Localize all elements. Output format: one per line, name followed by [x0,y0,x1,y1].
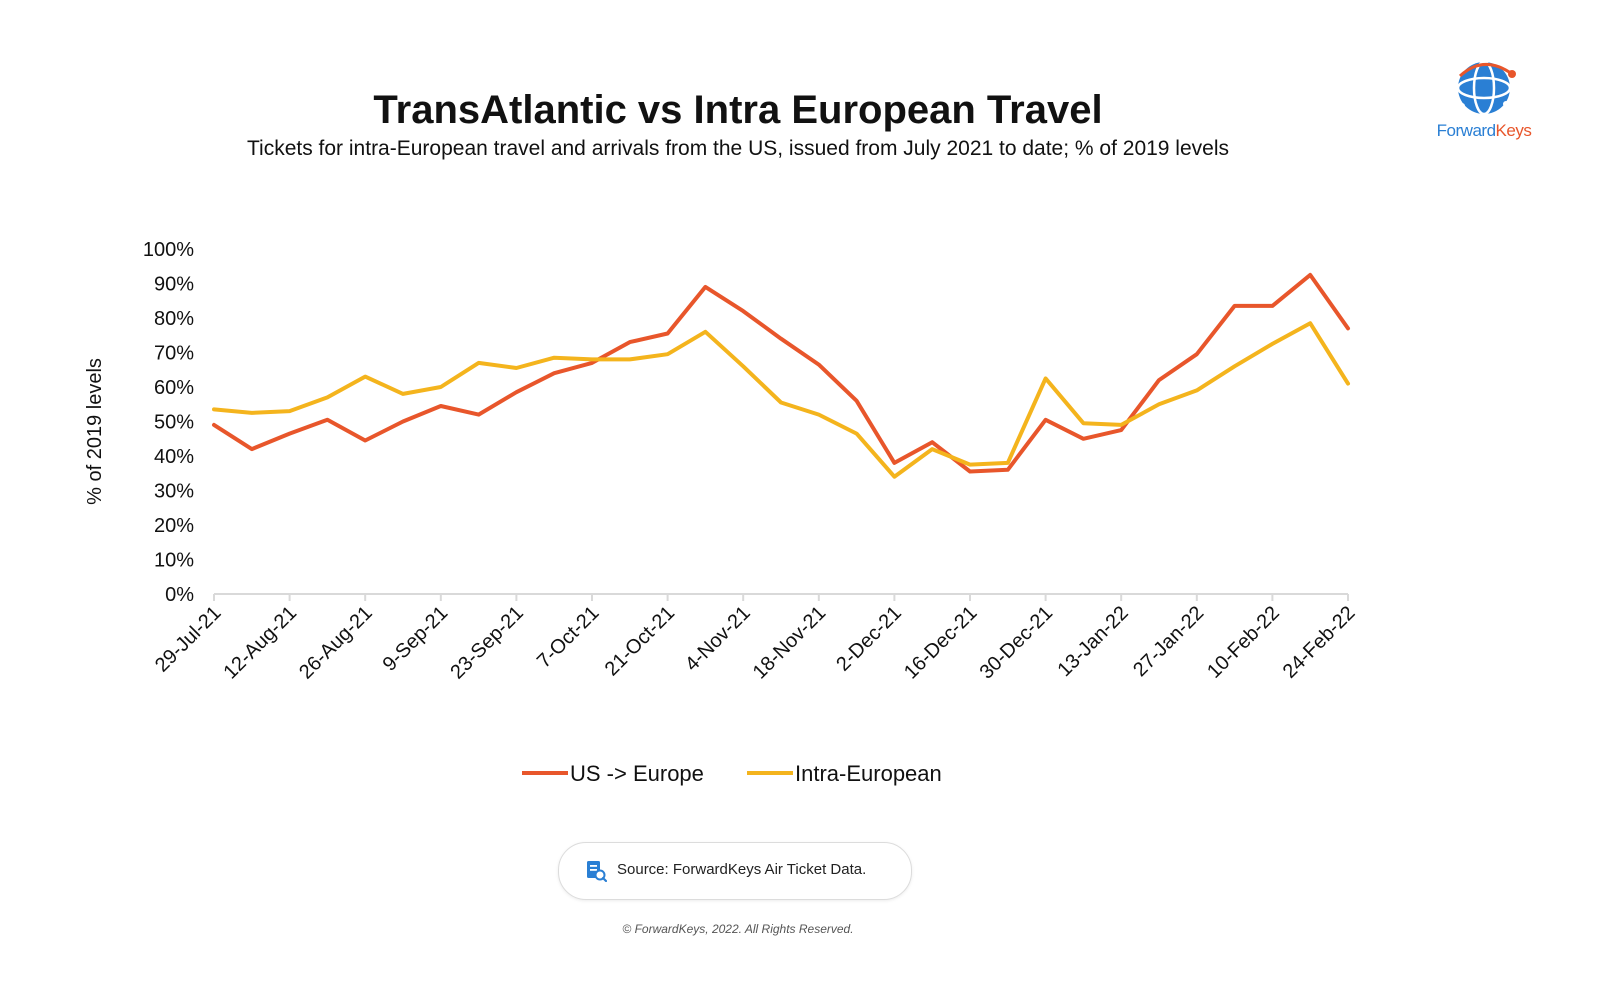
logo-wordmark: ForwardKeys [1428,121,1540,141]
copyright: © ForwardKeys, 2022. All Rights Reserved… [622,922,854,936]
document-search-icon [587,861,607,882]
legend-label: US -> Europe [570,761,704,786]
y-axis-title: % of 2019 levels [84,358,106,505]
series-line-us-europe [212,272,1350,474]
y-tick-label: 40% [154,446,194,468]
y-tick-label: 80% [154,308,194,330]
logo-text-keys: Keys [1495,121,1532,140]
x-tick-label: 29-Jul-21 [151,602,226,677]
y-tick-label: 70% [154,343,194,365]
y-tick-label: 90% [154,274,194,296]
x-tick-label: 27-Jan-22 [1129,602,1208,681]
x-tick-label: 30-Dec-21 [976,602,1058,684]
x-tick-label: 2-Dec-21 [832,602,906,676]
y-tick-label: 100% [143,239,194,261]
x-tick-label: 21-Oct-21 [601,602,679,680]
logo-text-forward: Forward [1436,121,1496,140]
x-tick-label: 4-Nov-21 [681,602,755,676]
globe-icon [1456,60,1516,116]
y-tick-label: 50% [154,412,194,434]
chart-title: TransAtlantic vs Intra European Travel [373,88,1103,132]
x-tick-label: 26-Aug-21 [295,602,377,684]
chart-subtitle: Tickets for intra-European travel and ar… [246,137,1230,160]
y-tick-label: 0% [165,584,194,606]
x-tick-label: 23-Sep-21 [446,602,528,684]
x-tick-label: 16-Dec-21 [900,602,982,684]
x-tick-label: 18-Nov-21 [749,602,831,684]
source-badge: Source: ForwardKeys Air Ticket Data. [558,842,912,900]
series-line-intra-european [212,321,1350,479]
y-tick-label: 60% [154,377,194,399]
x-tick-label: 7-Oct-21 [533,602,604,673]
x-tick-label: 24-Feb-22 [1279,602,1360,683]
x-tick-label: 12-Aug-21 [220,602,302,684]
y-tick-label: 10% [154,550,194,572]
legend-label: Intra-European [795,761,942,786]
x-tick-label: 13-Jan-22 [1053,602,1132,681]
y-tick-label: 30% [154,481,194,503]
x-tick-label: 9-Sep-21 [379,602,453,676]
y-tick-label: 20% [154,515,194,537]
x-tick-label: 10-Feb-22 [1203,602,1284,683]
source-text: Source: ForwardKeys Air Ticket Data. [617,861,867,878]
